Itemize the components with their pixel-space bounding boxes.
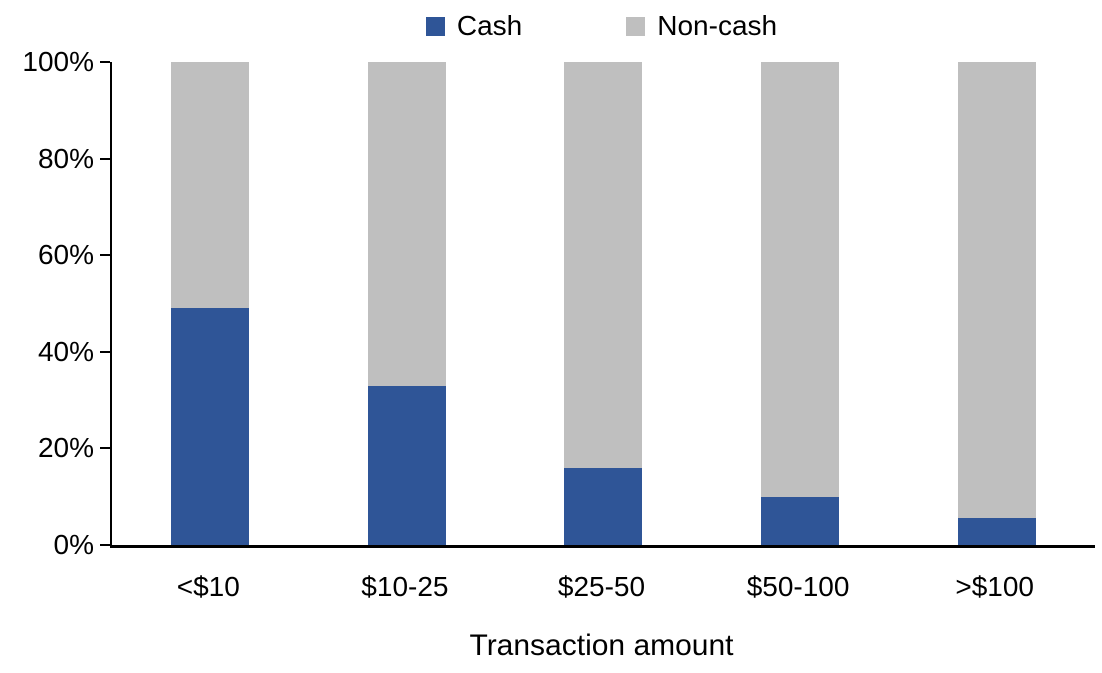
y-tick-label: 100% xyxy=(22,46,94,77)
legend-swatch-icon xyxy=(425,16,445,36)
plot-area xyxy=(100,61,1095,548)
legend: Cash Non-cash xyxy=(110,12,1093,40)
x-tick-label-25-50: $25-50 xyxy=(557,571,646,602)
y-tick-label: 20% xyxy=(37,432,94,464)
x-axis-labels: <$10 $10-25 $25-50 $50-100 >$100 xyxy=(110,571,1093,603)
x-tick-label-50-100: $50-100 xyxy=(746,571,850,602)
bar-segment-non-cash xyxy=(367,62,446,386)
x-tick-label-100: >$100 xyxy=(955,571,1034,602)
bar-segment-cash xyxy=(564,467,643,545)
x-axis-title: Transaction amount xyxy=(469,629,734,662)
bar-segment-non-cash xyxy=(957,62,1036,519)
legend-item-cash: Cash xyxy=(425,10,523,41)
bar-stack xyxy=(171,62,250,545)
bar-segment-cash xyxy=(171,308,250,545)
y-tick-label: 0% xyxy=(53,529,94,560)
legend-label: Non-cash xyxy=(657,10,778,41)
x-tick-label-10: <$10 xyxy=(176,571,240,602)
bar-column-25-50 xyxy=(505,62,702,545)
bar-segment-cash xyxy=(367,385,446,545)
legend-label: Cash xyxy=(456,10,523,41)
y-tick-mark xyxy=(100,447,110,450)
legend-swatch-icon xyxy=(626,16,646,36)
y-axis-labels: 0% 20% 40% 60% 80% 100% xyxy=(0,48,94,559)
y-tick-label: 80% xyxy=(37,142,94,174)
bar-column-10-25 xyxy=(309,62,506,545)
bars xyxy=(112,62,1095,545)
bar-segment-cash xyxy=(761,496,840,545)
y-tick-mark xyxy=(100,61,110,63)
y-tick-label: 40% xyxy=(37,335,94,367)
bar-segment-non-cash xyxy=(564,62,643,468)
y-tick-mark xyxy=(100,544,110,546)
x-tick-label-10-25: $10-25 xyxy=(361,571,449,602)
bar-segment-non-cash xyxy=(171,62,250,309)
bar-segment-cash xyxy=(957,518,1036,545)
bar-column-100 xyxy=(898,62,1095,545)
bar-segment-non-cash xyxy=(761,62,840,497)
y-tick-mark xyxy=(100,254,110,257)
legend-item-non-cash: Non-cash xyxy=(626,12,777,40)
bar-stack xyxy=(957,62,1036,545)
y-tick-label: 60% xyxy=(37,239,94,271)
bar-column-50-100 xyxy=(702,62,899,545)
bar-column-10 xyxy=(112,62,309,545)
bar-stack xyxy=(564,62,643,545)
y-tick-mark xyxy=(100,157,110,160)
bar-stack xyxy=(761,62,840,545)
y-tick-mark xyxy=(100,350,110,353)
bar-stack xyxy=(367,62,446,545)
